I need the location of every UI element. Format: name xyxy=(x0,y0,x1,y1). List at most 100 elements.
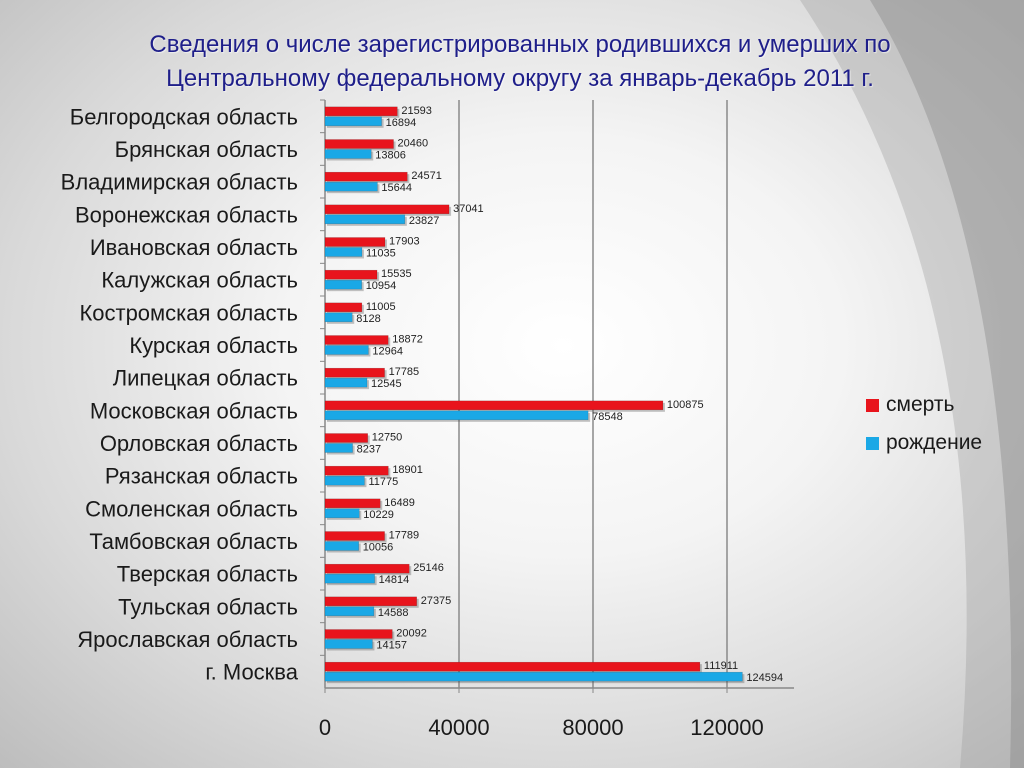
category-label: Владимирская область xyxy=(61,170,298,195)
category-label: Калужская область xyxy=(101,268,298,293)
bar-death xyxy=(324,335,389,345)
category-label: Тамбовская область xyxy=(89,529,298,554)
bar-death xyxy=(324,531,385,541)
bar-birth xyxy=(324,671,743,682)
bar-birth xyxy=(324,312,353,323)
bar-death xyxy=(324,661,701,672)
data-label: 10056 xyxy=(363,542,394,554)
bar-death xyxy=(324,302,363,313)
x-tick-label: 120000 xyxy=(690,715,763,740)
bar-death xyxy=(324,106,398,117)
data-label: 17789 xyxy=(389,530,420,542)
x-tick-label: 80000 xyxy=(562,715,623,740)
data-label: 8128 xyxy=(356,313,380,325)
legend-label: рождение xyxy=(886,431,983,454)
legend-item: смерть xyxy=(866,386,982,424)
legend-label: смерть xyxy=(886,393,955,416)
x-tick-label: 0 xyxy=(319,715,331,740)
data-label: 124594 xyxy=(746,672,783,684)
data-label: 17903 xyxy=(389,236,420,248)
bar-birth xyxy=(324,541,359,551)
bar-death xyxy=(324,139,394,149)
bar-birth xyxy=(324,279,362,290)
data-label: 100875 xyxy=(667,399,704,411)
bar-death xyxy=(324,171,408,182)
data-label: 10954 xyxy=(366,280,397,292)
bar-birth xyxy=(324,214,406,225)
bar-birth xyxy=(324,345,369,355)
bar-birth xyxy=(324,639,373,649)
data-label: 12545 xyxy=(371,378,402,390)
data-label: 17785 xyxy=(389,366,420,378)
category-label: Тульская область xyxy=(118,594,298,619)
data-label: 16894 xyxy=(386,117,417,129)
bar-birth xyxy=(324,377,368,388)
bar-birth xyxy=(324,116,382,127)
legend-swatch xyxy=(866,436,879,450)
category-label: г. Москва xyxy=(205,660,298,685)
data-label: 11775 xyxy=(368,476,398,488)
data-label: 23827 xyxy=(409,215,440,227)
bar-death xyxy=(324,596,417,607)
data-label: 12964 xyxy=(372,346,403,358)
data-label: 18901 xyxy=(392,464,423,476)
data-label: 10229 xyxy=(363,509,394,521)
title-line-2: Центральному федеральному округу за янва… xyxy=(166,65,874,92)
data-label: 15535 xyxy=(381,268,412,280)
data-label: 14588 xyxy=(378,607,409,619)
category-label: Костромская область xyxy=(79,300,298,325)
bar-birth xyxy=(324,181,378,192)
data-label: 12750 xyxy=(372,432,403,444)
bar-death xyxy=(324,367,385,378)
bar-death xyxy=(324,563,410,574)
bar-death xyxy=(324,498,381,509)
legend-item: рождение xyxy=(866,424,982,462)
legend: смерть рождение xyxy=(866,386,982,462)
bar-birth xyxy=(324,410,589,421)
data-label: 21593 xyxy=(401,105,432,117)
bar-birth xyxy=(324,247,363,257)
category-label: Ивановская область xyxy=(90,235,298,260)
data-label: 24571 xyxy=(411,170,442,182)
bar-birth xyxy=(324,606,375,617)
category-label: Ярославская область xyxy=(77,627,298,652)
category-label: Брянская область xyxy=(115,137,298,162)
data-label: 37041 xyxy=(453,203,484,215)
category-label: Тверская область xyxy=(117,562,298,587)
data-label: 15644 xyxy=(381,182,412,194)
chart-title: Сведения о числе зарегистрированных роди… xyxy=(60,28,980,96)
bar-death xyxy=(324,465,389,476)
data-label: 20460 xyxy=(398,138,429,150)
x-tick-label: 40000 xyxy=(428,715,489,740)
bar-death xyxy=(324,629,393,639)
bar-birth xyxy=(324,475,365,486)
bar-birth xyxy=(324,149,372,159)
category-label: Орловская область xyxy=(100,431,298,456)
category-label: Смоленская область xyxy=(85,496,298,521)
category-label: Рязанская область xyxy=(105,464,298,489)
title-line-1: Сведения о числе зарегистрированных роди… xyxy=(149,31,891,58)
category-label: Липецкая область xyxy=(113,366,298,391)
data-label: 16489 xyxy=(384,497,415,509)
category-label: Московская область xyxy=(90,398,298,423)
data-label: 13806 xyxy=(375,150,406,162)
data-label: 111911 xyxy=(704,660,738,672)
data-label: 11035 xyxy=(366,248,396,260)
data-label: 25146 xyxy=(413,562,444,574)
bar-death xyxy=(324,269,378,280)
category-label: Воронежская область xyxy=(75,202,298,227)
bar-death xyxy=(324,433,368,443)
data-label: 11005 xyxy=(366,301,396,313)
bar-birth xyxy=(324,508,360,519)
legend-swatch xyxy=(866,398,879,412)
bar-birth xyxy=(324,573,375,584)
category-label: Курская область xyxy=(129,333,298,358)
data-label: 14814 xyxy=(379,574,410,586)
data-label: 8237 xyxy=(357,444,381,456)
bar-death xyxy=(324,204,450,215)
bar-birth xyxy=(324,443,353,453)
bar-death xyxy=(324,400,664,411)
data-label: 20092 xyxy=(396,628,427,640)
